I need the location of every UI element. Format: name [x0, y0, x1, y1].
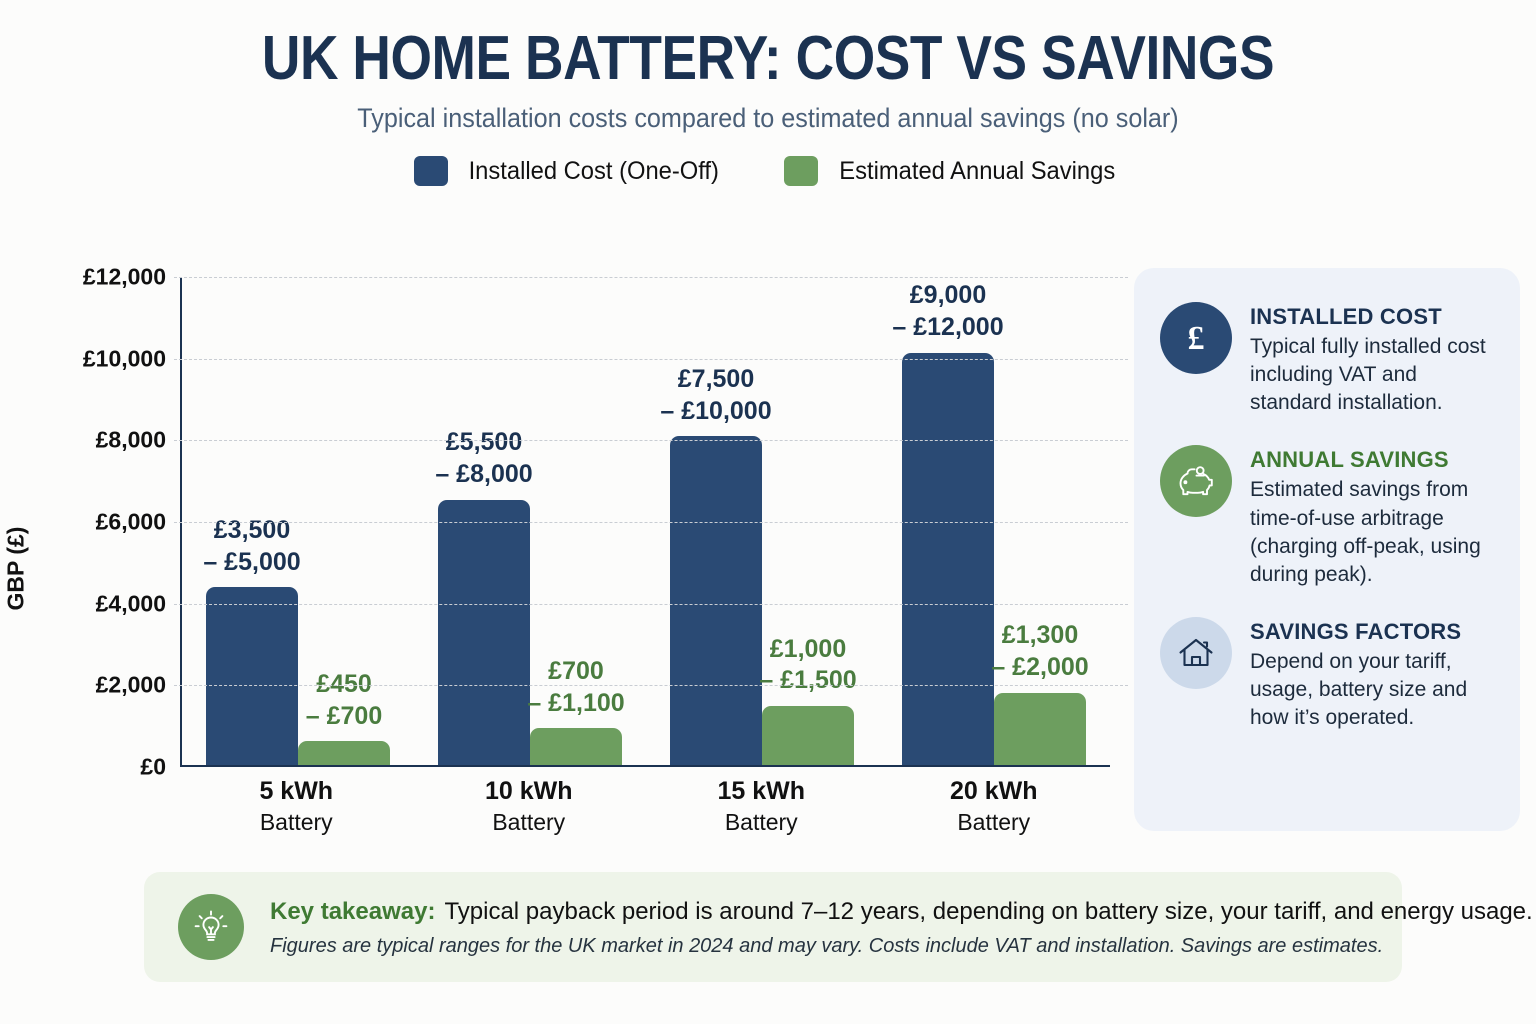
- bar-groups: £3,500– £5,000 £450– £700 £5,500– £8,000 £7…: [182, 277, 1110, 765]
- bar-installed-cost[interactable]: £7,500– £10,000: [660, 365, 772, 765]
- legend-item-installed-cost: Installed Cost (One-Off): [414, 156, 726, 187]
- gridline: [174, 358, 1128, 360]
- bar-value-label: £1,000– £1,500: [759, 634, 857, 695]
- key-takeaway-box: Key takeaway: Typical payback period is a…: [144, 872, 1533, 982]
- y-axis-tick: £10,000: [82, 345, 166, 372]
- bar-value-label: £3,500– £5,000: [203, 515, 301, 576]
- gridline: [174, 603, 1128, 605]
- svg-text:£: £: [1188, 320, 1205, 357]
- bar-value-label: £700– £1,100: [527, 656, 625, 717]
- y-axis-tick: £12,000: [82, 263, 166, 290]
- legend-label-savings: Estimated Annual Savings: [838, 156, 1115, 185]
- gridline: [174, 440, 1128, 442]
- x-axis-label: 10 kWh Battery: [413, 775, 646, 837]
- gridline: [174, 522, 1128, 523]
- takeaway-label: Key takeaway:: [270, 898, 436, 925]
- bar-group: £3,500– £5,000 £450– £700: [182, 277, 414, 765]
- fact-text: Typical fully installed cost including V…: [1250, 335, 1486, 415]
- bar-installed-cost[interactable]: £5,500– £8,000: [435, 428, 533, 765]
- x-axis-label-size: 20 kWh: [949, 777, 1038, 805]
- legend-item-annual-savings: Estimated Annual Savings: [783, 156, 1122, 187]
- bar-annual-savings[interactable]: £1,300– £2,000: [991, 621, 1089, 765]
- x-axis-label: 5 kWh Battery: [180, 775, 413, 837]
- page-title: UK HOME BATTERY: COST VS SAVINGS: [261, 24, 1275, 93]
- bar-group: £9,000– £12,000 £1,300– £2,000: [878, 277, 1110, 765]
- bar-annual-savings[interactable]: £450– £700: [298, 670, 390, 765]
- takeaway-text: Typical payback period is around 7–12 ye…: [444, 898, 1533, 925]
- bar-installed-cost[interactable]: £3,500– £5,000: [203, 516, 301, 765]
- x-axis-label: 15 kWh Battery: [645, 775, 878, 837]
- pound-icon: £: [1160, 302, 1232, 374]
- bar-chart: GBP (£) £3,500– £5,000 £450– £700 £5,500– …: [0, 255, 1130, 855]
- fact-item: ANNUAL SAVINGS Estimated savings from tim…: [1160, 445, 1494, 589]
- bar-installed-cost[interactable]: £9,000– £12,000: [892, 281, 1004, 765]
- x-axis-label-size: 5 kWh: [259, 777, 334, 805]
- x-axis-labels: 5 kWh Battery 10 kWh Battery 15 kWh Battery 20…: [180, 775, 1110, 837]
- bar-value-label: £5,500– £8,000: [435, 428, 533, 488]
- takeaway-text-block: Key takeaway: Typical payback period is a…: [270, 896, 1533, 958]
- bar-value-label: £7,500– £10,000: [660, 364, 772, 425]
- page-subtitle: Typical installation costs compared to e…: [357, 103, 1179, 134]
- piggy-bank-icon: [1160, 445, 1232, 518]
- bar-group: £5,500– £8,000 £700– £1,100: [414, 277, 646, 765]
- x-axis-label-sub: Battery: [259, 808, 333, 835]
- lightbulb-icon: [178, 894, 244, 960]
- y-axis-tick: £4,000: [95, 590, 166, 617]
- y-axis-tick: £8,000: [95, 426, 166, 453]
- x-axis-label-size: 10 kWh: [484, 777, 573, 805]
- fact-body: SAVINGS FACTORS Depend on your tariff, us…: [1250, 617, 1494, 732]
- takeaway-main-line: Key takeaway: Typical payback period is a…: [270, 898, 1533, 926]
- fact-item: £ INSTALLED COST Typical fully installed c…: [1160, 302, 1494, 417]
- house-icon: [1160, 616, 1232, 689]
- fact-text: Estimated savings from time-of-use arbit…: [1250, 478, 1481, 586]
- legend-label-cost: Installed Cost (One-Off): [468, 156, 719, 185]
- fact-text: Depend on your tariff, usage, battery si…: [1250, 649, 1468, 730]
- legend-swatch-savings: [783, 156, 818, 187]
- fact-title: INSTALLED COST: [1250, 304, 1442, 329]
- bar-value-label: £450– £700: [305, 669, 383, 730]
- gridline: [174, 685, 1128, 687]
- chart-legend: Installed Cost (One-Off) Estimated Annua…: [0, 156, 1536, 187]
- fact-body: ANNUAL SAVINGS Estimated savings from tim…: [1250, 445, 1494, 589]
- fact-title: SAVINGS FACTORS: [1250, 618, 1462, 644]
- fact-item: SAVINGS FACTORS Depend on your tariff, us…: [1160, 616, 1494, 732]
- x-axis-label-sub: Battery: [492, 808, 566, 835]
- facts-panel: £ INSTALLED COST Typical fully installed c…: [1134, 268, 1520, 831]
- x-axis-label-sub: Battery: [724, 808, 798, 835]
- bar-group: £7,500– £10,000 £1,000– £1,500: [646, 277, 878, 765]
- x-axis-label: 20 kWh Battery: [878, 775, 1111, 837]
- takeaway-note: Figures are typical ranges for the UK ma…: [270, 935, 1384, 957]
- bar-annual-savings[interactable]: £700– £1,100: [527, 657, 625, 765]
- plot-area: £3,500– £5,000 £450– £700 £5,500– £8,000 £7…: [83, 264, 1128, 780]
- y-axis-tick: £2,000: [95, 671, 166, 698]
- bar-value-label: £9,000– £12,000: [892, 281, 1004, 341]
- y-axis-tick: £0: [140, 753, 166, 780]
- bar-value-label: £1,300– £2,000: [991, 621, 1089, 681]
- bar-annual-savings[interactable]: £1,000– £1,500: [759, 635, 857, 765]
- fact-title: ANNUAL SAVINGS: [1250, 447, 1449, 473]
- y-axis-tick: £6,000: [95, 508, 166, 535]
- x-axis-label-sub: Battery: [957, 808, 1031, 835]
- gridline: [174, 277, 1128, 278]
- legend-swatch-cost: [414, 156, 448, 187]
- y-axis-title: GBP (£): [2, 526, 29, 611]
- header: UK HOME BATTERY: COST VS SAVINGS Typical…: [0, 0, 1536, 134]
- fact-body: INSTALLED COST Typical fully installed co…: [1250, 302, 1494, 417]
- x-axis-label-size: 15 kWh: [717, 777, 806, 805]
